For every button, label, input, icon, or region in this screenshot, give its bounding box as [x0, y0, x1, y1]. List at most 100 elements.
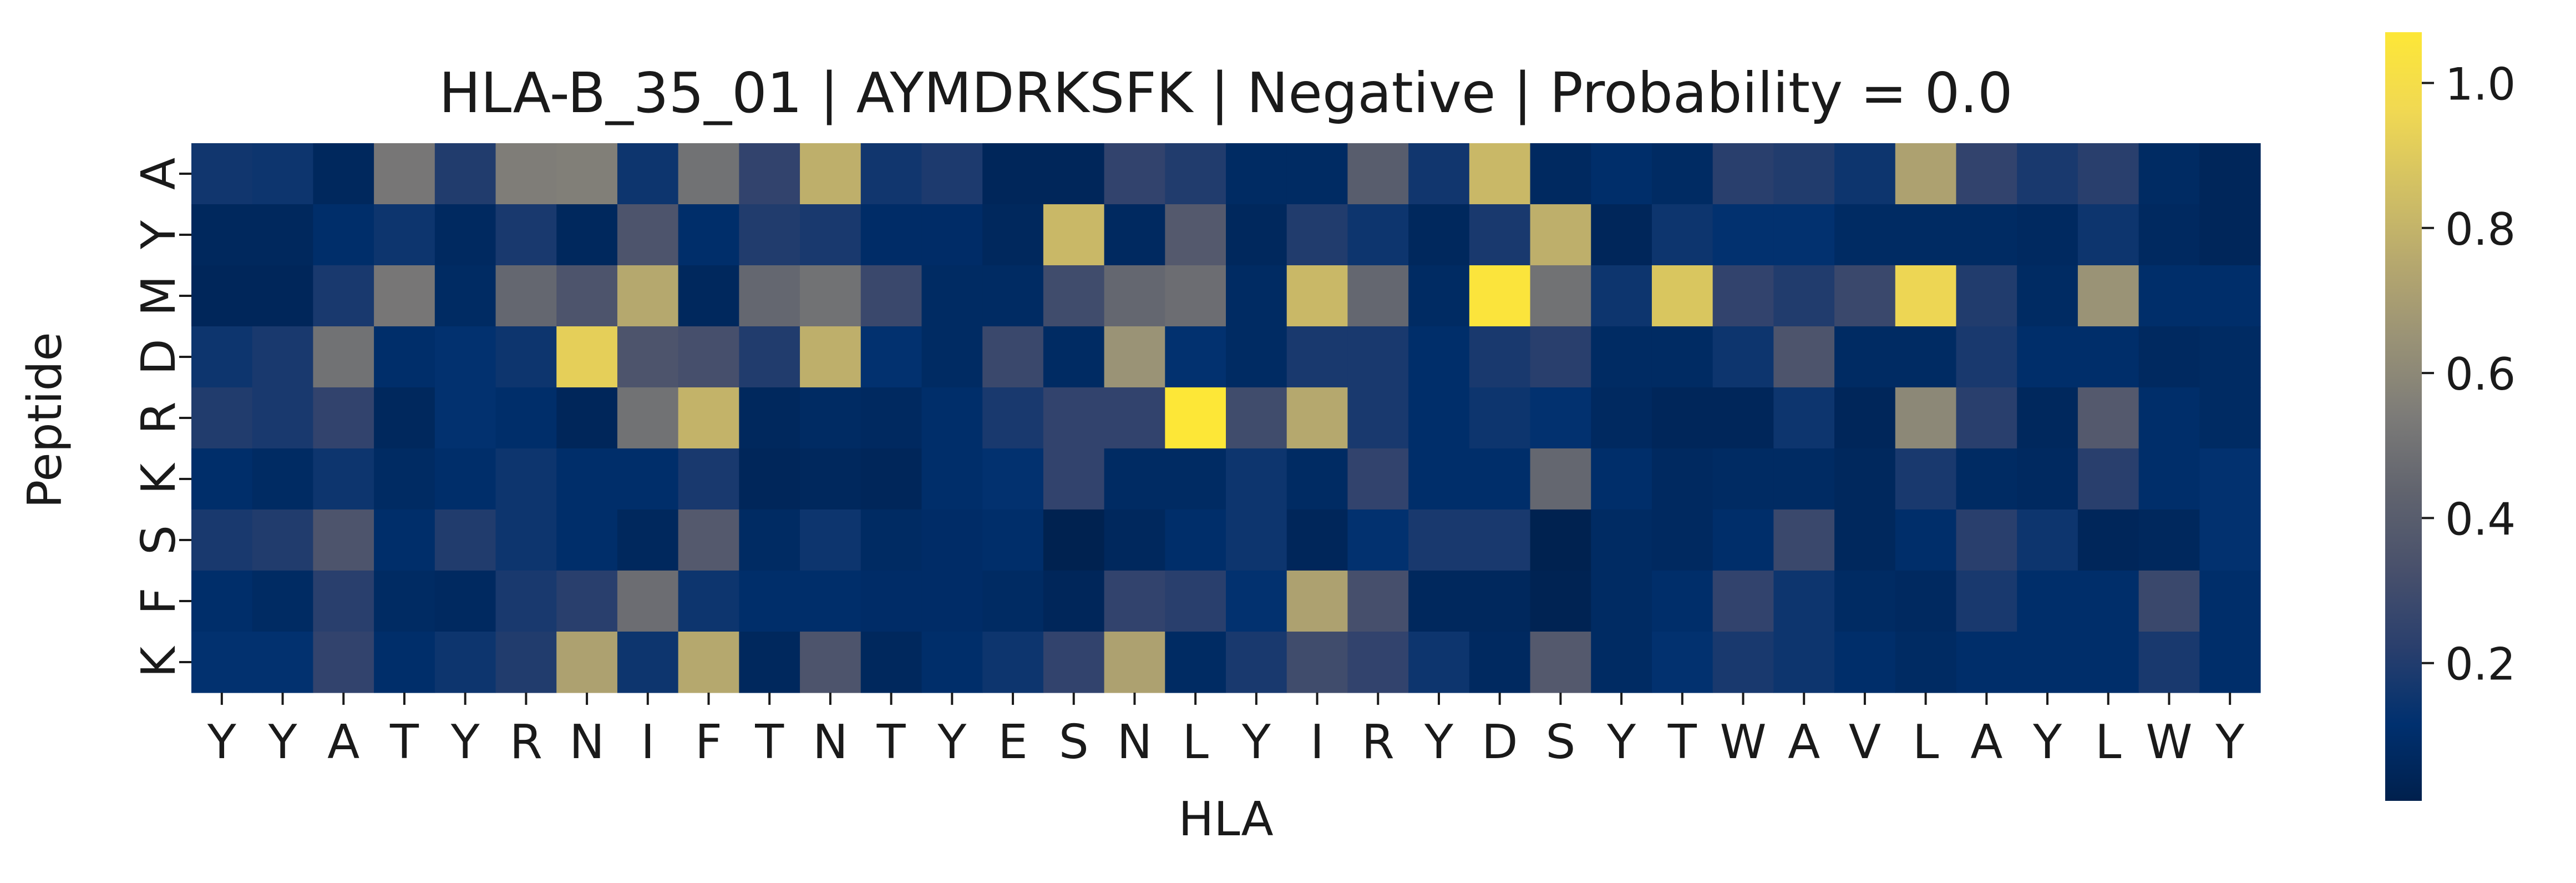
heatmap-cell — [2138, 143, 2200, 205]
heatmap-cell — [678, 632, 739, 693]
heatmap-cell — [1165, 265, 1226, 327]
x-tick-label: V — [1849, 715, 1881, 770]
heatmap-cell — [1651, 143, 1713, 205]
heatmap-cell — [1408, 448, 1470, 510]
heatmap-cell — [2017, 632, 2078, 693]
heatmap-cell — [1043, 265, 1105, 327]
heatmap-cell — [1773, 448, 1835, 510]
heatmap-cell — [2199, 204, 2261, 266]
heatmap-cell — [1165, 326, 1226, 388]
heatmap-cell — [1530, 143, 1591, 205]
y-tick-label: K — [131, 462, 186, 495]
x-tick-label: W — [1720, 715, 1766, 770]
heatmap-cell — [1165, 632, 1226, 693]
heatmap-cell — [2077, 571, 2139, 632]
heatmap-cell — [2199, 448, 2261, 510]
heatmap-cell — [1651, 509, 1713, 571]
colorbar-ticks: 0.2 0.4 0.6 0.8 1.0 — [2422, 58, 2516, 690]
heatmap-cell — [1226, 632, 1287, 693]
heatmap-cell — [2017, 265, 2078, 327]
heatmap-cell — [1347, 509, 1409, 571]
heatmap-cell — [921, 448, 983, 510]
heatmap-cell — [1347, 143, 1409, 205]
heatmap-cell — [1591, 143, 1652, 205]
heatmap-cell — [191, 509, 253, 571]
heatmap-cell — [1408, 509, 1470, 571]
heatmap-cell — [1956, 204, 2017, 266]
heatmap-cell — [2199, 387, 2261, 449]
heatmap-cell — [678, 143, 739, 205]
heatmap-cell — [1895, 204, 1957, 266]
x-tick-label: A — [1788, 715, 1820, 770]
heatmap-cell — [1104, 632, 1165, 693]
heatmap-cell — [678, 326, 739, 388]
heatmap-cell — [800, 387, 861, 449]
heatmap-cell — [1286, 204, 1348, 266]
x-tick-label: Y — [937, 715, 967, 770]
heatmap-cell — [556, 632, 618, 693]
heatmap-cell — [2017, 204, 2078, 266]
heatmap-cell — [434, 387, 496, 449]
heatmap-cell — [495, 632, 557, 693]
heatmap-cell — [1773, 387, 1835, 449]
heatmap-cell — [2138, 448, 2200, 510]
x-tick-label: A — [327, 715, 359, 770]
heatmap-cell — [1651, 448, 1713, 510]
x-tick-label: N — [813, 715, 848, 770]
heatmap-cell — [2138, 509, 2200, 571]
heatmap-cell — [1712, 387, 1774, 449]
heatmap-cell — [1286, 387, 1348, 449]
heatmap-cell — [252, 571, 314, 632]
heatmap-cell — [617, 448, 679, 510]
heatmap-cell — [1286, 632, 1348, 693]
heatmap-cell — [1469, 448, 1531, 510]
heatmap-cell — [2077, 509, 2139, 571]
heatmap-cell — [1591, 632, 1652, 693]
x-tick-label: T — [1667, 715, 1697, 770]
heatmap-cell — [2077, 204, 2139, 266]
heatmap-cell — [252, 143, 314, 205]
heatmap-cell — [1286, 265, 1348, 327]
heatmap-cell — [800, 204, 861, 266]
heatmap-cell — [374, 632, 435, 693]
heatmap-cell — [1043, 143, 1105, 205]
heatmap-cell — [1895, 509, 1957, 571]
heatmap-cell — [191, 632, 253, 693]
heatmap-cell — [1408, 265, 1470, 327]
heatmap-cell — [1408, 204, 1470, 266]
heatmap-cell — [1956, 143, 2017, 205]
heatmap-cell — [860, 326, 922, 388]
heatmap-cell — [1165, 448, 1226, 510]
heatmap-cell — [1469, 571, 1531, 632]
heatmap-cell — [1469, 387, 1531, 449]
x-tick-label: N — [1117, 715, 1153, 770]
x-tick-label: L — [1913, 715, 1939, 770]
heatmap-cell — [1651, 265, 1713, 327]
heatmap-cell — [313, 571, 374, 632]
heatmap-cell — [1226, 448, 1287, 510]
heatmap-cell — [1408, 326, 1470, 388]
heatmap-cell — [1530, 571, 1591, 632]
heatmap-cell — [1347, 448, 1409, 510]
heatmap-cell — [1956, 387, 2017, 449]
heatmap-cell — [1956, 509, 2017, 571]
heatmap-cell — [1226, 204, 1287, 266]
heatmap-cell — [982, 204, 1044, 266]
heatmap-cell — [556, 204, 618, 266]
heatmap-cell — [252, 326, 314, 388]
heatmap-cell — [2138, 204, 2200, 266]
x-tick-label: A — [1970, 715, 2002, 770]
heatmap-cell — [1651, 632, 1713, 693]
heatmap-cell — [1956, 571, 2017, 632]
x-tick-label: T — [754, 715, 784, 770]
heatmap-cell — [1712, 632, 1774, 693]
heatmap-cell — [1226, 571, 1287, 632]
heatmap-cell — [1895, 387, 1957, 449]
heatmap-cell — [1895, 265, 1957, 327]
heatmap-cell — [2199, 326, 2261, 388]
heatmap-cell — [800, 509, 861, 571]
heatmap-cell — [1104, 387, 1165, 449]
heatmap-cell — [1165, 387, 1226, 449]
